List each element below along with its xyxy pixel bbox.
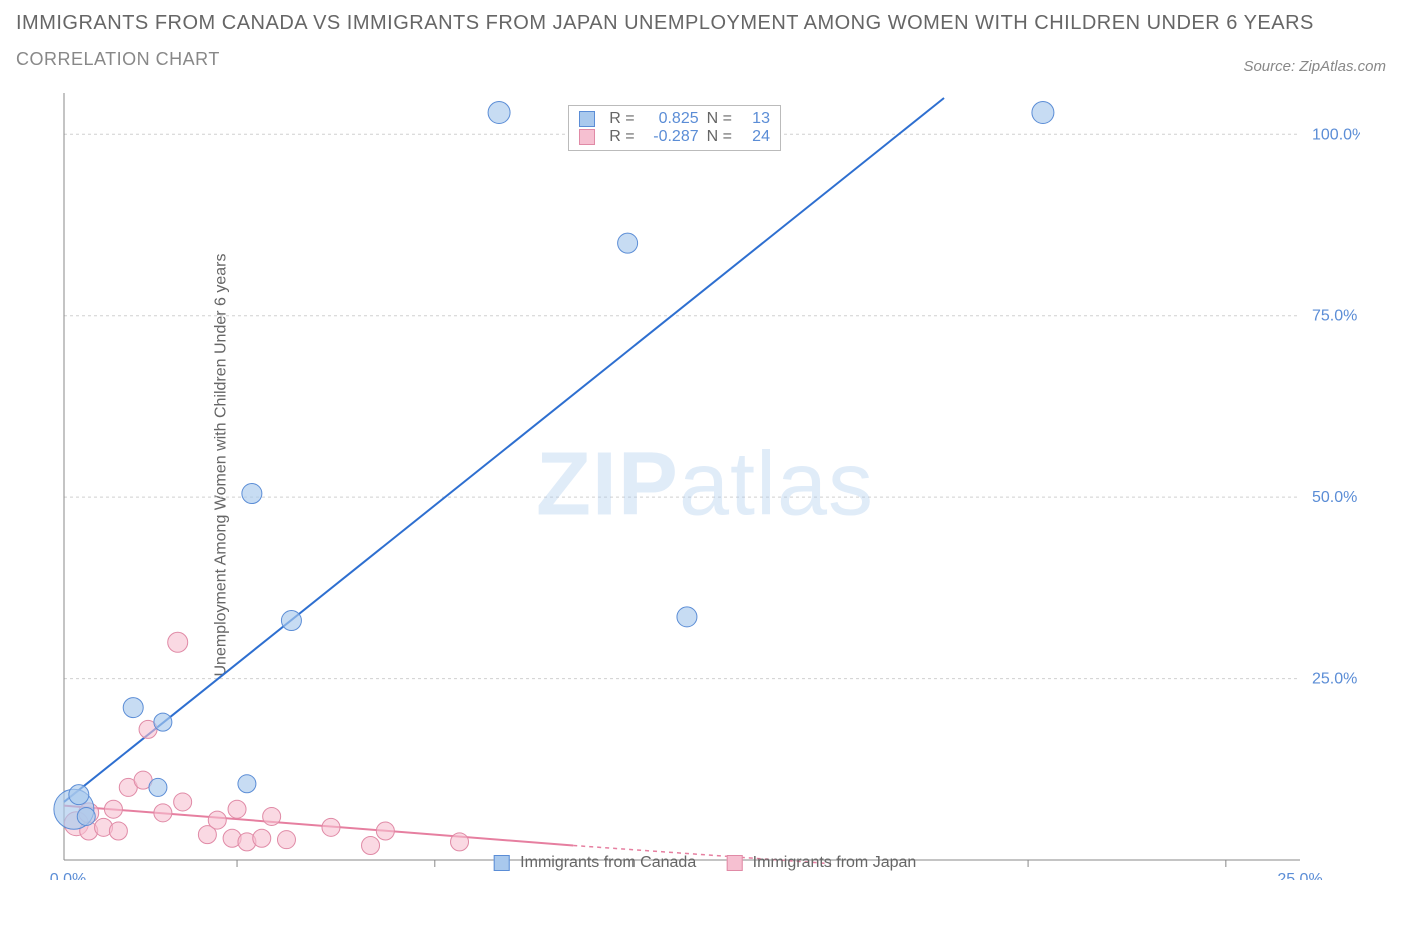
chart-title: IMMIGRANTS FROM CANADA VS IMMIGRANTS FRO… <box>16 12 1386 35</box>
legend-label-japan: Immigrants from Japan <box>753 854 917 871</box>
stat-r-label: R = <box>609 128 634 146</box>
stat-r-label: R = <box>609 110 634 128</box>
svg-text:100.0%: 100.0% <box>1312 126 1360 143</box>
legend-item-canada: Immigrants from Canada <box>494 854 697 872</box>
source-attribution: Source: ZipAtlas.com <box>1243 58 1386 75</box>
stat-n-label: N = <box>707 128 732 146</box>
stat-n-canada: 13 <box>740 110 770 128</box>
stat-n-japan: 24 <box>740 128 770 146</box>
stat-n-label: N = <box>707 110 732 128</box>
swatch-blue-icon <box>494 855 510 871</box>
swatch-pink-icon <box>726 855 742 871</box>
legend: Immigrants from Canada Immigrants from J… <box>494 854 917 872</box>
chart-subtitle: CORRELATION CHART <box>16 49 1386 70</box>
scatter-plot: 25.0%50.0%75.0%100.0%0.0%25.0% ZIPatlas … <box>50 90 1360 880</box>
swatch-blue-icon <box>579 111 595 127</box>
chart-canvas: 25.0% 50.0% 75.0% 100.0% 0.0% 25.0% <box>50 90 1360 880</box>
svg-text:75.0%: 75.0% <box>1312 308 1357 325</box>
svg-text:50.0%: 50.0% <box>1312 489 1357 506</box>
stats-row-canada: R = 0.825 N = 13 <box>579 110 770 128</box>
svg-text:25.0%: 25.0% <box>1312 671 1357 688</box>
stats-row-japan: R = -0.287 N = 24 <box>579 128 770 146</box>
svg-text:0.0%: 0.0% <box>50 871 86 880</box>
stat-r-japan: -0.287 <box>643 128 699 146</box>
correlation-stats-box: R = 0.825 N = 13 R = -0.287 N = 24 <box>568 105 781 151</box>
legend-label-canada: Immigrants from Canada <box>520 854 696 871</box>
stat-r-canada: 0.825 <box>643 110 699 128</box>
legend-item-japan: Immigrants from Japan <box>726 854 916 872</box>
swatch-pink-icon <box>579 129 595 145</box>
svg-text:25.0%: 25.0% <box>1277 871 1322 880</box>
